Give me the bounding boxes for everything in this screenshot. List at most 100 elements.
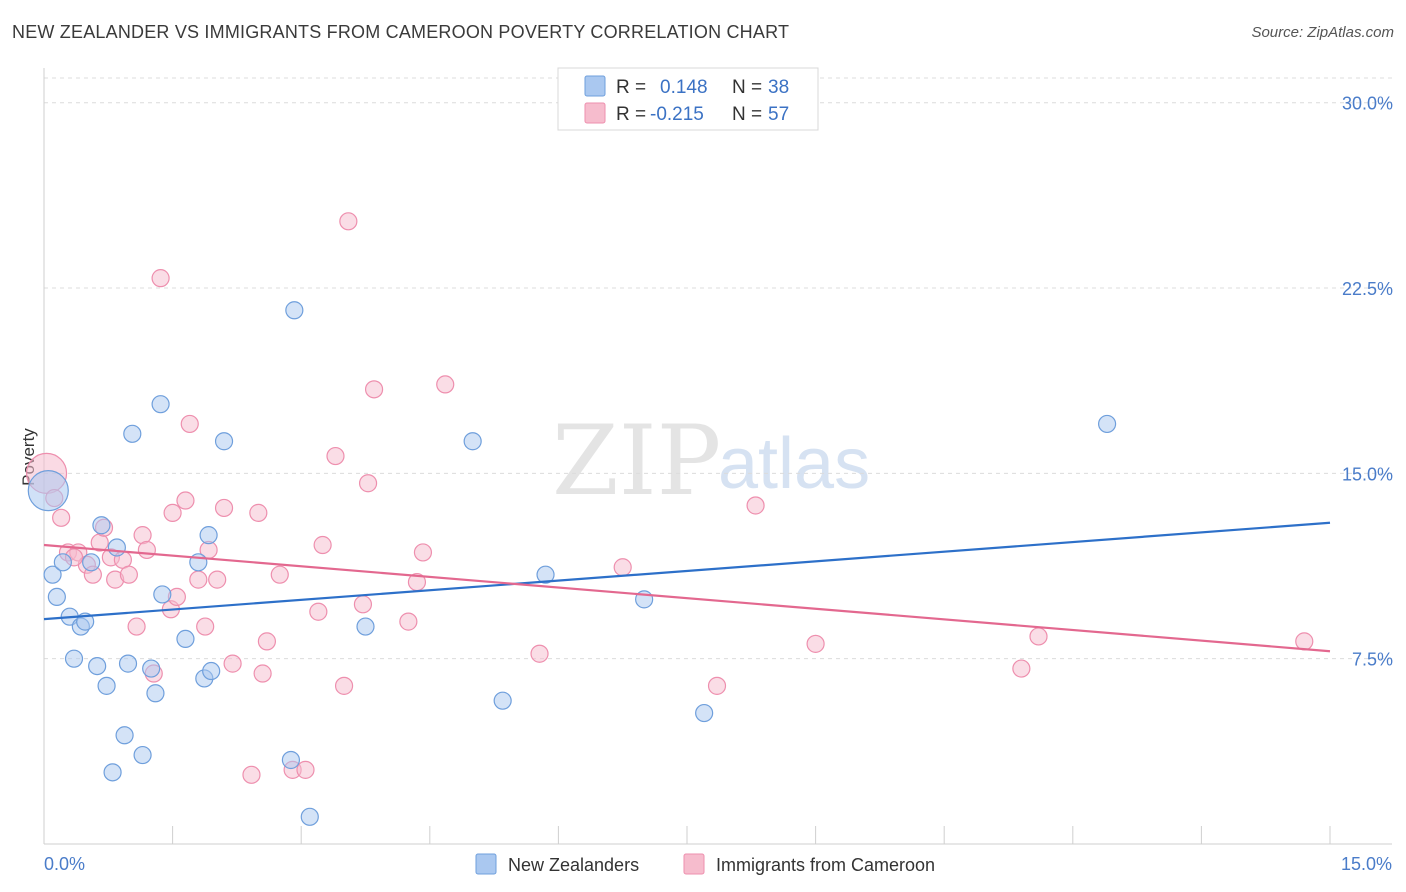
data-point-cameroon bbox=[214, 498, 234, 518]
data-point-new-zealander bbox=[199, 526, 218, 545]
legend-n-value-2: 57 bbox=[768, 104, 789, 125]
data-point-new-zealander bbox=[285, 301, 304, 320]
data-point-new-zealander bbox=[97, 676, 116, 695]
data-point-cameroon bbox=[530, 644, 549, 663]
data-point-new-zealander bbox=[356, 617, 375, 636]
data-point-cameroon bbox=[436, 375, 455, 394]
trend-line-cameroon bbox=[43, 543, 1331, 653]
data-point-cameroon bbox=[137, 540, 156, 560]
data-point-cameroon bbox=[253, 664, 272, 683]
x-ticks bbox=[43, 826, 1331, 844]
data-point-cameroon bbox=[208, 570, 227, 589]
trend-line-new-zealanders bbox=[43, 521, 1331, 621]
data-point-cameroon bbox=[326, 446, 345, 466]
legend-r-value-1: 0.148 bbox=[660, 77, 708, 98]
data-point-cameroon bbox=[309, 602, 328, 621]
data-point-cameroon bbox=[242, 765, 261, 784]
series-new-zealanders-points bbox=[27, 301, 1117, 826]
data-point-new-zealander bbox=[64, 649, 84, 668]
data-point-new-zealander bbox=[82, 553, 101, 572]
data-point-cameroon bbox=[180, 414, 199, 434]
data-point-cameroon bbox=[270, 565, 289, 584]
data-point-new-zealander bbox=[118, 654, 138, 673]
y-tick-label: 22.5% bbox=[1342, 279, 1393, 299]
data-point-new-zealander bbox=[107, 538, 126, 557]
legend-r-label-2: R = bbox=[616, 104, 646, 125]
watermark-atlas: atlas bbox=[718, 424, 870, 504]
data-point-cameroon bbox=[189, 570, 208, 589]
data-point-cameroon bbox=[223, 654, 242, 673]
y-tick-labels: 7.5% 15.0% 22.5% 30.0% bbox=[1342, 94, 1393, 670]
legend-n-label-1: N = bbox=[732, 77, 762, 98]
data-point-new-zealander bbox=[214, 432, 234, 451]
legend-swatch-pink bbox=[584, 102, 606, 124]
x-tick-label-max: 15.0% bbox=[1341, 854, 1392, 874]
series-legend: New Zealanders Immigrants from Cameroon bbox=[475, 853, 935, 875]
y-tick-label: 15.0% bbox=[1342, 464, 1393, 484]
data-point-new-zealander bbox=[88, 656, 107, 676]
data-point-new-zealander bbox=[695, 703, 714, 723]
bottom-legend-label-cameroon: Immigrants from Cameroon bbox=[716, 855, 935, 875]
data-point-new-zealander bbox=[536, 565, 555, 584]
data-point-cameroon bbox=[127, 617, 146, 636]
data-point-new-zealander bbox=[153, 585, 172, 604]
data-point-cameroon bbox=[1029, 627, 1048, 646]
data-point-cameroon bbox=[1295, 632, 1314, 651]
data-point-new-zealander bbox=[103, 763, 122, 782]
data-point-cameroon bbox=[257, 632, 277, 651]
legend-r-label-1: R = bbox=[616, 77, 646, 98]
data-point-cameroon bbox=[707, 676, 727, 695]
x-tick-label-min: 0.0% bbox=[44, 854, 85, 874]
data-point-cameroon bbox=[353, 595, 373, 614]
bottom-legend-swatch-blue bbox=[475, 853, 497, 875]
grid bbox=[44, 77, 1392, 660]
data-point-cameroon bbox=[358, 474, 378, 493]
data-point-cameroon bbox=[806, 634, 825, 653]
data-point-new-zealander bbox=[115, 726, 134, 745]
data-point-new-zealander bbox=[92, 516, 111, 535]
data-point-cameroon bbox=[364, 380, 384, 399]
data-point-new-zealander bbox=[1097, 414, 1117, 434]
data-point-cameroon bbox=[334, 676, 354, 695]
data-point-cameroon bbox=[52, 508, 71, 527]
data-point-cameroon bbox=[296, 760, 315, 779]
data-point-cameroon bbox=[746, 496, 765, 515]
data-point-cameroon bbox=[313, 535, 332, 555]
data-point-cameroon bbox=[1012, 659, 1031, 678]
data-point-cameroon bbox=[119, 565, 138, 584]
data-point-cameroon bbox=[151, 269, 170, 288]
legend-n-label-2: N = bbox=[732, 104, 762, 125]
data-point-new-zealander bbox=[146, 684, 165, 703]
data-point-cameroon bbox=[176, 491, 195, 510]
bottom-legend-label-new-zealanders: New Zealanders bbox=[508, 855, 639, 875]
legend-n-value-1: 38 bbox=[768, 77, 789, 98]
data-point-new-zealander bbox=[142, 659, 161, 678]
y-tick-label: 30.0% bbox=[1342, 94, 1393, 114]
data-point-new-zealander bbox=[151, 395, 170, 414]
bottom-legend-swatch-pink bbox=[683, 853, 705, 875]
source-label: Source: ZipAtlas.com bbox=[1251, 24, 1394, 41]
data-point-cameroon bbox=[196, 617, 215, 636]
data-point-new-zealander bbox=[493, 691, 512, 710]
data-point-new-zealander bbox=[133, 745, 152, 765]
data-point-new-zealander bbox=[281, 750, 301, 770]
data-point-new-zealander bbox=[463, 432, 482, 451]
watermark-zip: ZIP bbox=[552, 405, 721, 517]
chart-title: NEW ZEALANDER VS IMMIGRANTS FROM CAMEROO… bbox=[12, 22, 790, 42]
data-point-new-zealander bbox=[176, 629, 195, 649]
data-point-cameroon bbox=[339, 212, 358, 231]
data-point-new-zealander bbox=[53, 553, 72, 572]
data-point-new-zealander bbox=[300, 807, 319, 826]
data-point-cameroon bbox=[399, 612, 418, 631]
legend-r-value-2: -0.215 bbox=[650, 104, 704, 125]
y-tick-label: 7.5% bbox=[1352, 650, 1393, 670]
data-point-new-zealander bbox=[47, 587, 66, 607]
data-point-cameroon bbox=[413, 543, 433, 562]
data-point-new-zealander bbox=[123, 424, 142, 443]
data-point-cameroon bbox=[163, 503, 182, 522]
data-point-new-zealander bbox=[43, 565, 62, 584]
data-point-new-zealander bbox=[27, 470, 69, 512]
data-point-new-zealander bbox=[202, 661, 221, 681]
data-point-cameroon bbox=[249, 503, 268, 522]
